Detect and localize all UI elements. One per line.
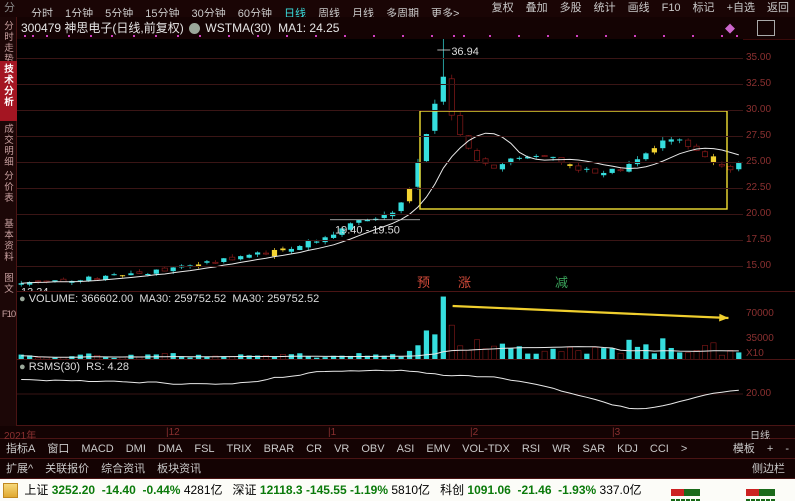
svg-text:涨: 涨 — [458, 275, 471, 290]
svg-text:36.94: 36.94 — [451, 46, 479, 58]
svg-text:减: 减 — [555, 275, 568, 290]
svg-text:19.40 - 19.50: 19.40 - 19.50 — [335, 225, 400, 237]
svg-text:预: 预 — [417, 275, 430, 290]
